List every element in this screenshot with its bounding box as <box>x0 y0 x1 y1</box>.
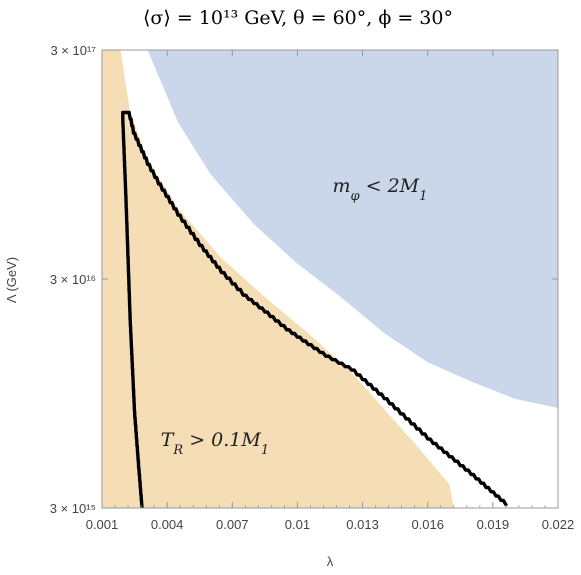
y-tick-label: 3 × 10¹⁶ <box>50 272 96 287</box>
curves-layer <box>121 110 508 508</box>
y-axis-label: Λ (GeV) <box>4 257 19 303</box>
x-tick-label: 0.016 <box>411 517 444 532</box>
region-1 <box>102 50 454 508</box>
y-tick-label: 3 × 10¹⁷ <box>50 43 96 58</box>
y-tick-label: 3 × 10¹⁵ <box>50 501 96 516</box>
region-2 <box>147 50 558 408</box>
x-tick-label: 0.01 <box>285 517 310 532</box>
series-line-1 <box>121 110 508 508</box>
x-tick-label: 0.019 <box>477 517 510 532</box>
regions-layer <box>102 50 558 508</box>
chart-title: ⟨σ⟩ = 10¹³ GeV, θ = 60°, ϕ = 30° <box>143 7 453 29</box>
annotations-layer: TR > 0.1M1 mφ < 2M1 <box>161 175 428 457</box>
region-label-2: mφ < 2M1 <box>332 175 427 204</box>
x-tick-label: 0.004 <box>151 517 184 532</box>
region-label-1: TR > 0.1M1 <box>161 429 269 458</box>
x-tick-label: 0.022 <box>542 517 575 532</box>
x-axis-label: λ <box>327 554 334 569</box>
ticks-layer: 0.001 0.004 0.007 0.01 0.013 0.016 0.019 0.022 3… <box>50 43 575 532</box>
x-tick-label: 0.001 <box>86 517 119 532</box>
x-tick-label: 0.013 <box>346 517 379 532</box>
x-tick-label: 0.007 <box>216 517 249 532</box>
